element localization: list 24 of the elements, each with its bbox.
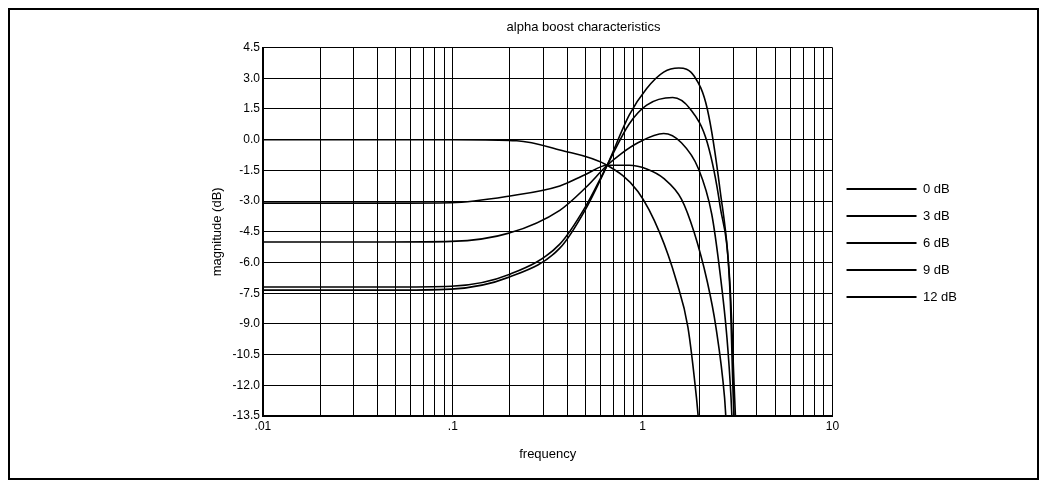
y-tick-label: -4.5 [239,224,261,239]
x-tick-label: .01 [254,418,272,433]
x-tick-label: .1 [447,418,459,433]
y-tick-label: 1.5 [243,101,261,116]
y-tick-label: -7.5 [239,285,261,300]
y-axis-title: magnitude (dB) [209,187,225,277]
y-tick-label: -6.0 [239,254,261,269]
y-tick-label: 3.0 [243,70,261,85]
x-tick-label: 1 [639,418,647,433]
text: 3 dB [923,207,950,223]
y-tick-label: -1.5 [239,162,261,177]
y-tick-label: -10.5 [232,346,261,361]
y-tick-label: -12.0 [232,377,261,392]
text: 12 dB [923,288,958,304]
text: 0 dB [923,180,950,196]
x-tick-label: 10 [825,418,840,433]
chart-title: alpha boost characteristics [506,19,661,35]
y-tick-label: -9.0 [239,316,261,331]
y-tick-label: -3.0 [239,193,261,208]
text: 6 dB [923,234,950,250]
text: 9 dB [923,261,950,277]
y-tick-label: 4.5 [243,39,261,54]
y-tick-label: 0.0 [243,132,261,147]
x-axis-title: frequency [519,445,577,461]
